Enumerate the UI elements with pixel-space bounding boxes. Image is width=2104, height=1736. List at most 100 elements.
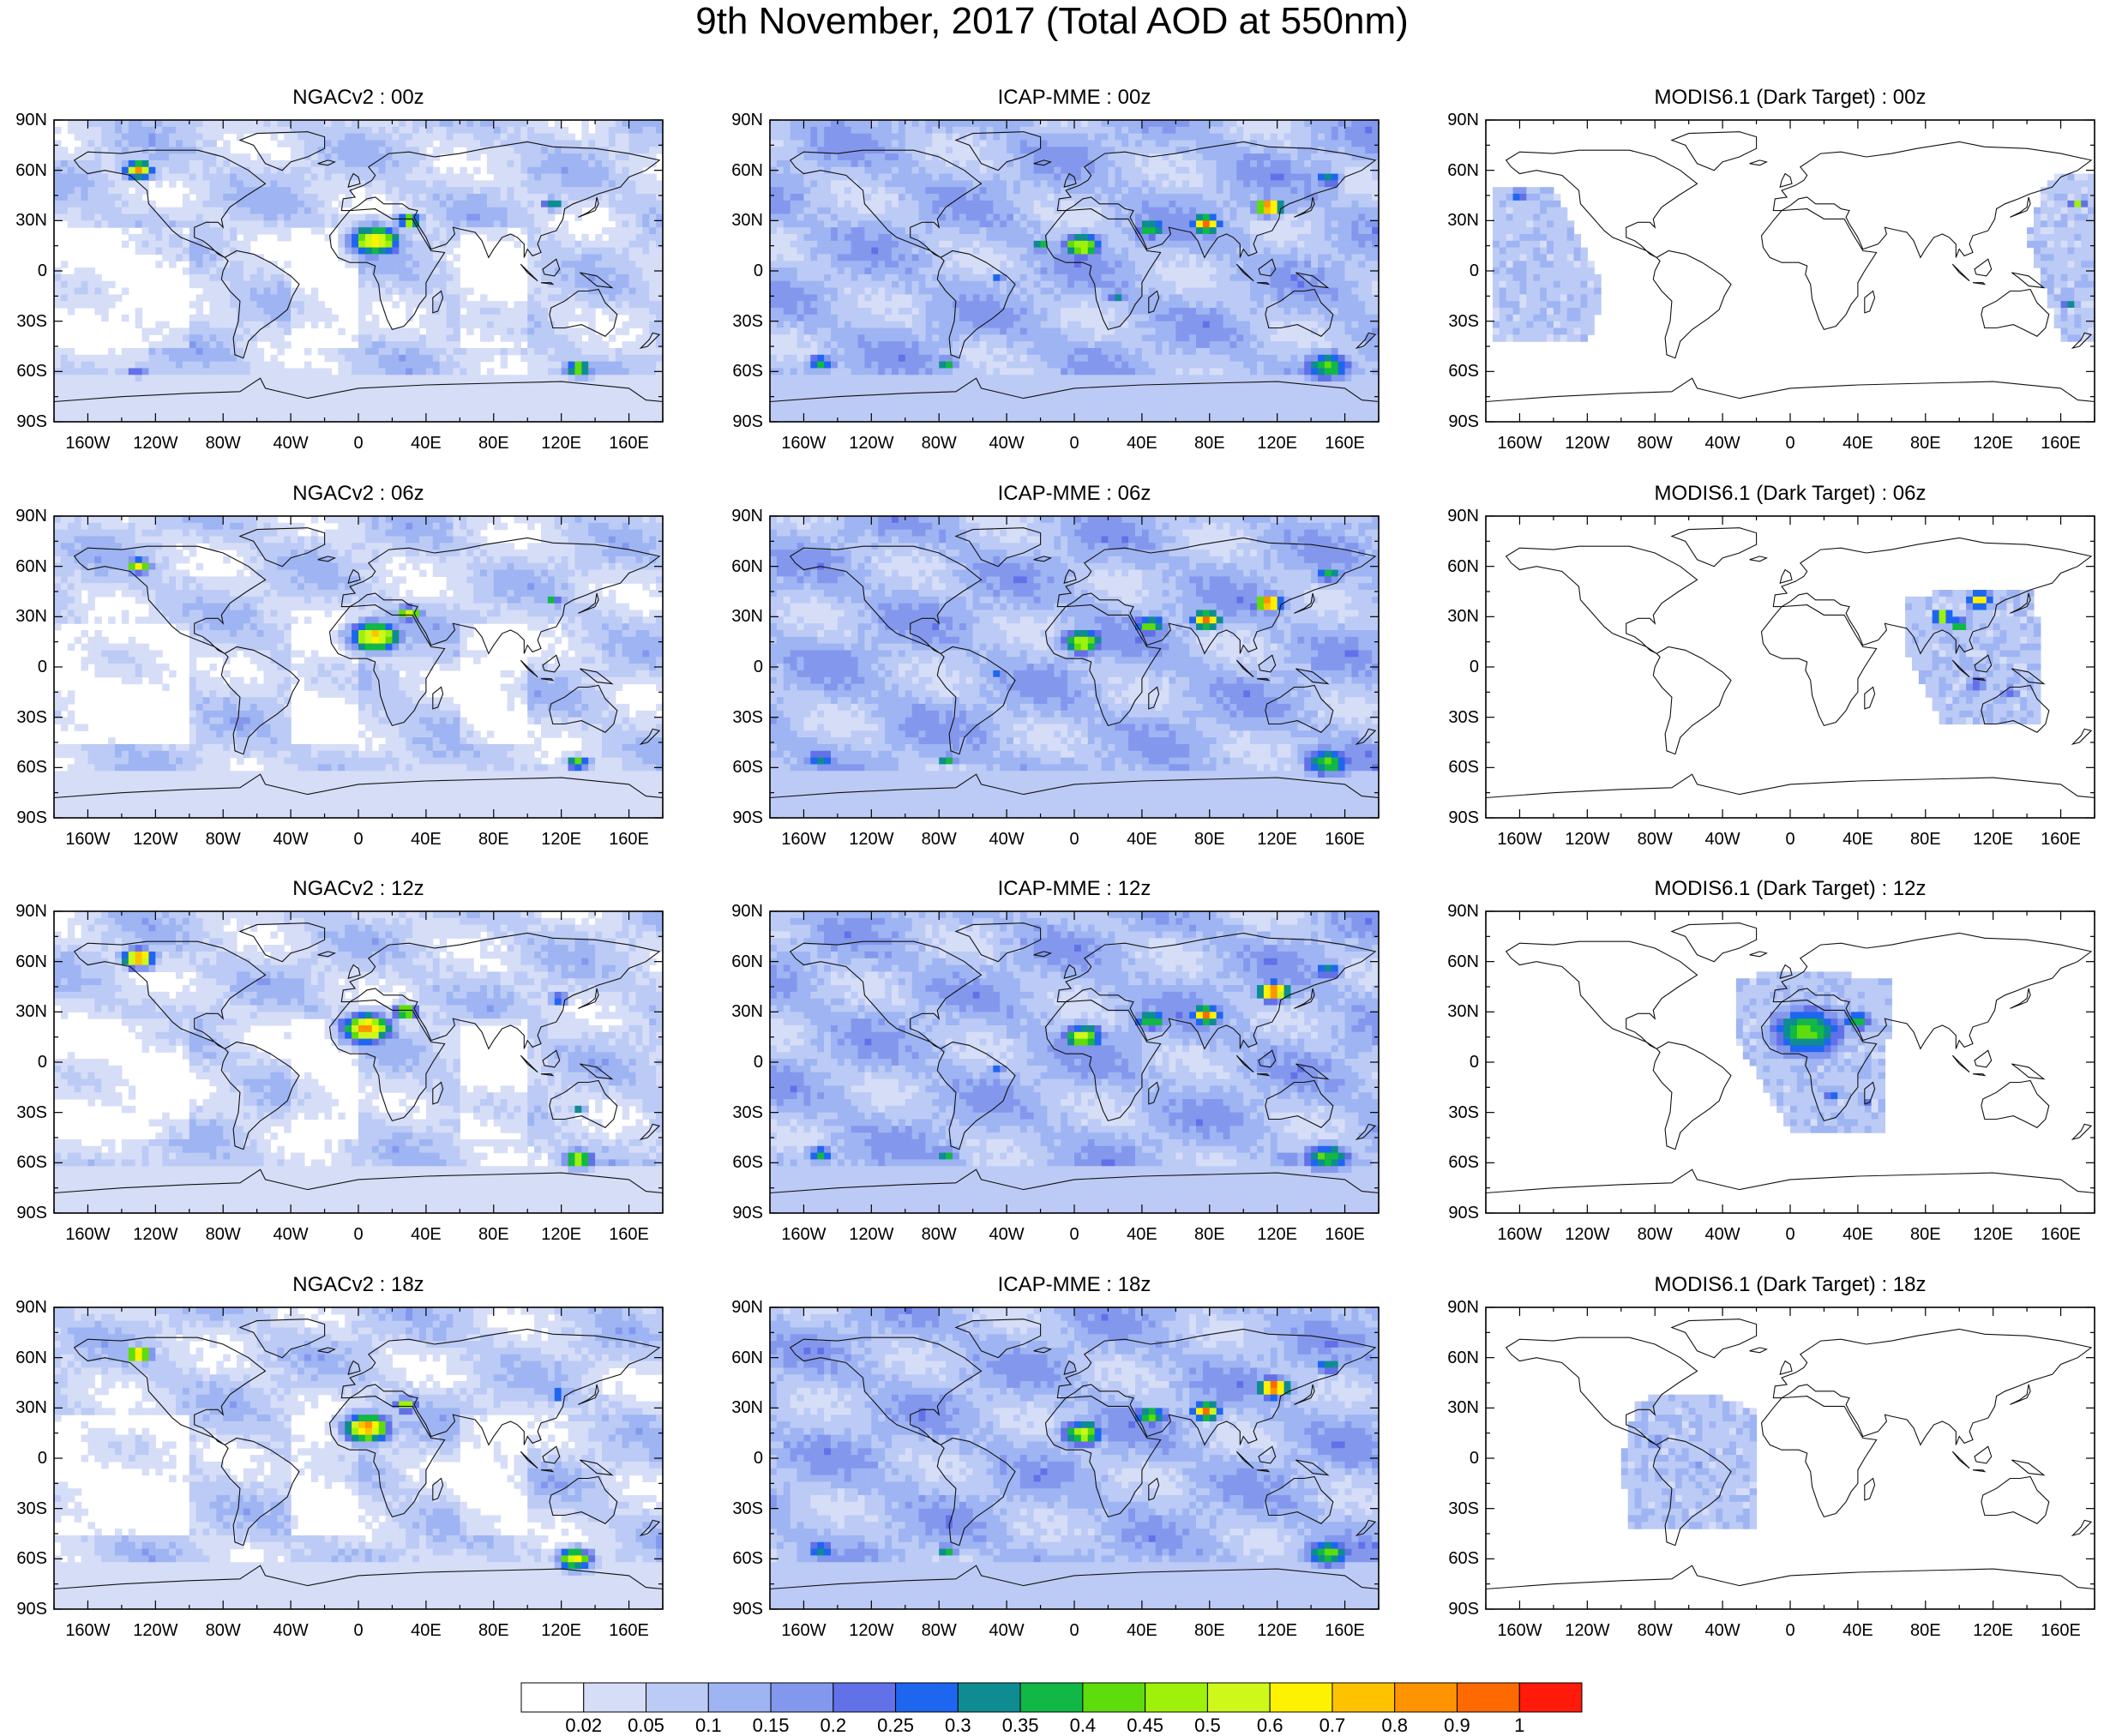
aod-cell — [919, 127, 926, 134]
aod-cell — [980, 348, 987, 355]
aod-cell — [588, 140, 595, 147]
aod-cell — [1000, 120, 1007, 127]
aod-cell — [527, 362, 534, 369]
aod-cell — [986, 147, 993, 153]
aod-cell — [649, 120, 656, 127]
aod-cell — [993, 180, 1000, 187]
aod-cell — [629, 261, 636, 267]
aod-cell — [216, 134, 223, 141]
aod-cell — [966, 234, 973, 241]
aod-cell — [548, 327, 555, 334]
aod-cell — [548, 127, 555, 134]
aod-cell — [858, 241, 865, 248]
aod-cell — [885, 341, 892, 348]
aod-cell — [135, 194, 142, 201]
aod-cell — [845, 241, 851, 248]
aod-cell — [803, 334, 810, 341]
aod-cell — [784, 395, 791, 402]
aod-cell — [932, 180, 939, 187]
aod-cell — [399, 267, 406, 274]
aod-cell — [925, 355, 932, 362]
aod-cell — [243, 220, 250, 227]
aod-cell — [250, 180, 257, 187]
aod-cell — [635, 334, 642, 341]
aod-cell — [122, 214, 129, 221]
aod-cell — [169, 408, 176, 415]
aod-cell — [939, 321, 946, 328]
aod-cell — [412, 362, 419, 369]
aod-cell — [372, 334, 379, 341]
aod-cell — [878, 315, 885, 321]
aod-cell — [135, 248, 142, 255]
aod-cell — [520, 388, 527, 395]
aod-cell — [87, 362, 94, 369]
aod-cell — [338, 120, 345, 127]
aod-cell — [878, 248, 885, 255]
aod-cell — [629, 375, 636, 381]
aod-cell — [851, 194, 858, 201]
aod-cell — [824, 180, 831, 187]
aod-cell — [237, 274, 243, 281]
aod-cell — [311, 227, 318, 234]
aod-cell — [61, 348, 68, 355]
aod-cell — [838, 194, 845, 201]
aod-cell — [230, 348, 237, 355]
aod-cell — [473, 408, 480, 415]
aod-cell — [925, 120, 932, 127]
aod-cell — [183, 207, 189, 214]
aod-cell — [183, 153, 189, 160]
aod-cell — [304, 408, 311, 415]
aod-cell — [803, 134, 810, 141]
aod-cell — [946, 167, 953, 174]
aod-cell — [169, 120, 176, 127]
aod-cell — [784, 261, 791, 267]
aod-cell — [831, 301, 838, 308]
aod-cell — [365, 395, 372, 402]
aod-cell — [851, 381, 858, 388]
aod-cell — [831, 321, 838, 328]
aod-cell — [871, 395, 878, 402]
aod-cell — [460, 388, 466, 395]
aod-cell — [75, 267, 81, 274]
aod-cell — [209, 160, 216, 167]
aod-cell — [534, 348, 541, 355]
aod-cell — [75, 214, 81, 221]
aod-cell — [635, 214, 642, 221]
aod-cell — [838, 274, 845, 281]
aod-cell — [331, 348, 338, 355]
aod-cell — [54, 408, 61, 415]
aod-cell — [803, 348, 810, 355]
aod-cell — [81, 294, 88, 301]
aod-cell — [791, 248, 797, 255]
aod-cell — [311, 160, 318, 167]
aod-cell — [68, 220, 75, 227]
aod-cell — [588, 167, 595, 174]
aod-cell — [122, 140, 129, 147]
aod-cell — [946, 368, 953, 375]
aod-cell — [616, 254, 622, 261]
aod-cell — [784, 241, 791, 248]
aod-cell — [878, 227, 885, 234]
aod-cell — [817, 254, 824, 261]
aod-cell — [871, 261, 878, 267]
aod-cell — [777, 327, 784, 334]
aod-cell — [838, 167, 845, 174]
aod-cell — [845, 120, 851, 127]
aod-cell — [831, 180, 838, 187]
aod-cell — [845, 153, 851, 160]
aod-cell — [824, 153, 831, 160]
aod-cell — [54, 294, 61, 301]
aod-cell — [406, 134, 412, 141]
aod-cell — [899, 187, 905, 194]
aod-cell — [642, 321, 649, 328]
aod-cell — [196, 180, 203, 187]
aod-cell — [453, 362, 460, 369]
aod-cell — [501, 321, 508, 328]
aod-cell — [797, 341, 804, 348]
aod-cell — [209, 187, 216, 194]
aod-cell — [135, 187, 142, 194]
aod-cell — [81, 288, 88, 295]
aod-cell — [562, 375, 568, 381]
aod-cell — [433, 315, 440, 321]
